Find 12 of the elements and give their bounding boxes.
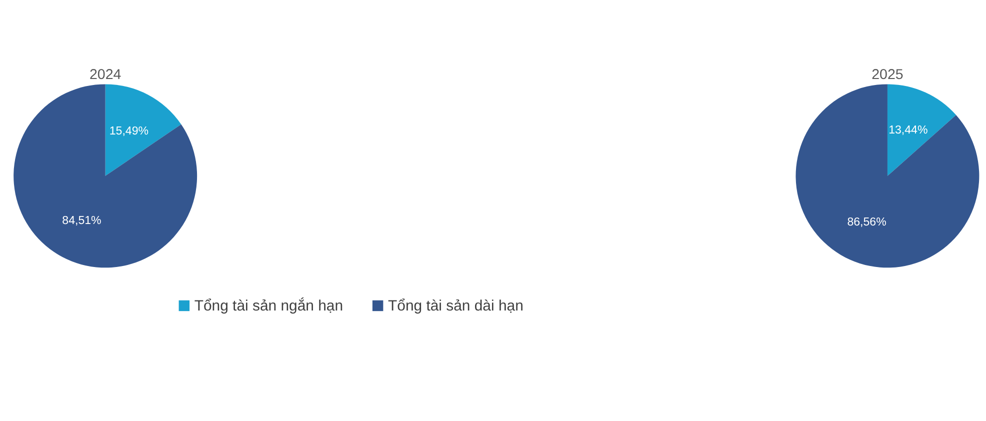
data-label: 84,51% (62, 214, 102, 227)
pie-slice (796, 84, 980, 268)
pie-slice (105, 84, 182, 176)
data-label: 15,49% (109, 126, 149, 138)
legend-label: Tổng tài sản ngắn hạn (194, 297, 344, 314)
data-label: 86,56% (847, 216, 886, 228)
legend-label: Tổng tài sản dài hạn (388, 297, 524, 314)
chart-title: 2025 (872, 66, 904, 83)
pie-slice (14, 84, 197, 268)
chart-title: 2024 (89, 66, 122, 83)
pie-slice (887, 84, 956, 176)
data-label: 13,44% (888, 124, 928, 136)
